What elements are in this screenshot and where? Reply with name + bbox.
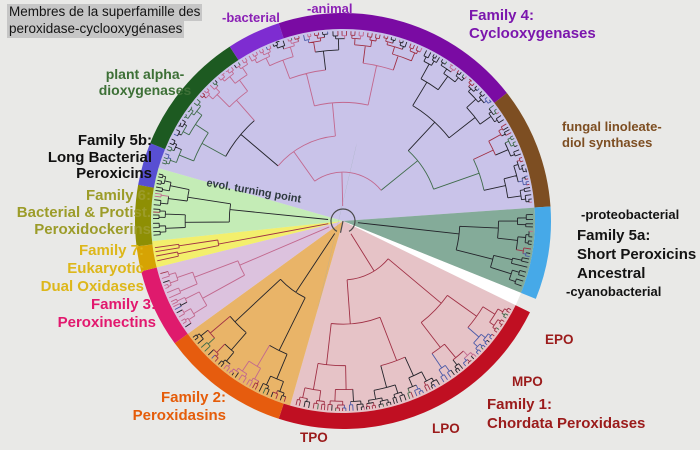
family6-peroxidockerins-band — [135, 184, 154, 247]
family-color-ring — [135, 13, 551, 429]
family5a-short-peroxicins-band — [520, 206, 551, 299]
wedge-peroxidasins — [187, 221, 343, 406]
fungal-diol-synthases-band — [494, 92, 551, 208]
wedge-short-peroxicins — [343, 207, 535, 293]
root-stem — [339, 220, 344, 233]
wedge-dual-oxidases — [152, 221, 343, 268]
family1-chordata-peroxidases-band — [278, 305, 530, 429]
branch-paths — [161, 38, 516, 411]
figure-title-line2: peroxidase-cyclooxygénases — [7, 21, 185, 38]
wedge-cyclooxygenase-clade — [158, 29, 535, 221]
turning-point-band-shape — [317, 143, 357, 310]
family4-cyclooxygenases-band — [278, 13, 507, 103]
bacterial-cyclooxygenases-band — [229, 23, 284, 61]
wedge-peroxidockerins — [151, 168, 343, 242]
branch-paths — [154, 31, 533, 410]
tree-root — [330, 208, 356, 233]
plant-alpha-dioxygenases-band — [150, 46, 239, 150]
family5b-long-peroxicins-band — [138, 143, 166, 188]
dendrogram-branches — [152, 30, 534, 412]
family7-dual-oxidases-band — [136, 244, 157, 272]
branch-paths — [165, 31, 530, 412]
wedge-peroxinectins — [156, 221, 343, 334]
branch-paths — [153, 30, 531, 411]
wedge-gap — [343, 221, 521, 306]
figure-title-line1: Membres de la superfamille des — [7, 4, 203, 21]
root-arc — [330, 208, 356, 232]
family3-peroxinectins-band — [141, 267, 188, 344]
branch-paths — [152, 31, 534, 411]
figure-title: Membres de la superfamille des peroxidas… — [7, 4, 203, 38]
family2-peroxidasins-band — [174, 333, 284, 419]
